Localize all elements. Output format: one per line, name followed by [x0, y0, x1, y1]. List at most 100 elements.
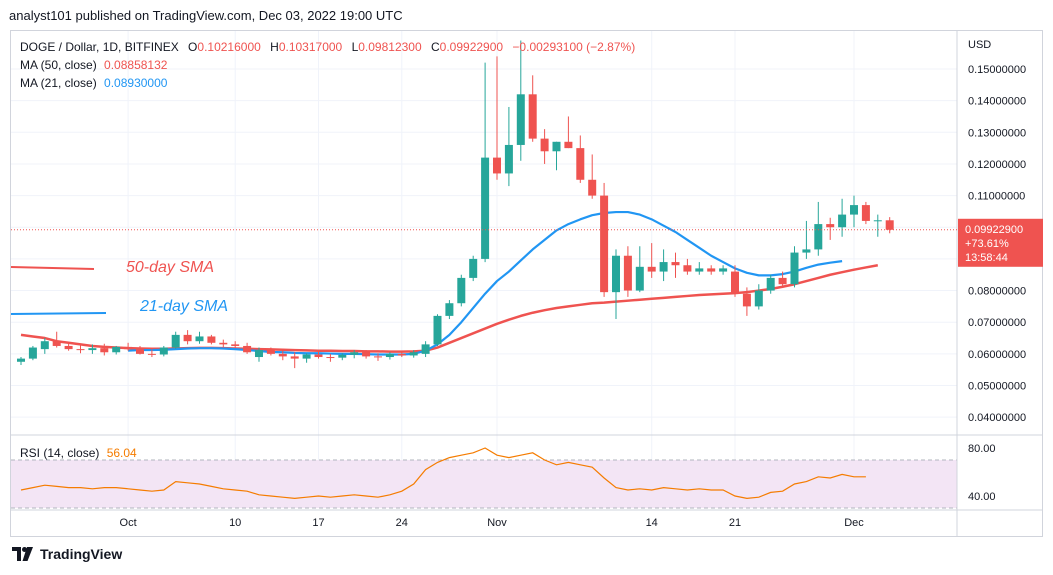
candle[interactable]: [659, 249, 668, 282]
candle[interactable]: [183, 330, 192, 345]
candle[interactable]: [350, 350, 359, 359]
candle-body: [814, 224, 823, 250]
candle[interactable]: [147, 349, 156, 358]
candle[interactable]: [528, 75, 537, 142]
candle[interactable]: [838, 198, 847, 237]
candle[interactable]: [850, 195, 858, 228]
candle[interactable]: [623, 246, 632, 297]
candle[interactable]: [540, 129, 549, 164]
candle[interactable]: [516, 40, 525, 161]
candle[interactable]: [445, 300, 454, 320]
candle[interactable]: [635, 246, 644, 293]
candle[interactable]: [814, 201, 823, 256]
candle-body: [112, 346, 121, 353]
open-value: 0.10216000: [197, 40, 261, 54]
candle[interactable]: [28, 345, 37, 361]
candle[interactable]: [861, 201, 870, 225]
candle[interactable]: [790, 246, 799, 288]
chart-frame[interactable]: [10, 30, 1043, 537]
candle[interactable]: [564, 116, 573, 149]
candle[interactable]: [433, 314, 442, 346]
candle[interactable]: [493, 56, 501, 180]
rsi-line[interactable]: [20, 447, 866, 500]
candle[interactable]: [326, 353, 335, 362]
symbol-label[interactable]: DOGE / Dollar, 1D, BITFINEX: [20, 40, 179, 54]
annotation-21-day-sma: 21-day SMA: [139, 298, 228, 315]
candle[interactable]: [421, 341, 430, 358]
candle[interactable]: [469, 255, 478, 282]
candle[interactable]: [397, 350, 406, 358]
candle[interactable]: [76, 345, 85, 354]
candle[interactable]: [385, 352, 394, 360]
candle[interactable]: [112, 345, 121, 355]
candle[interactable]: [207, 334, 216, 345]
candle[interactable]: [40, 338, 49, 354]
candle[interactable]: [778, 271, 787, 288]
candle[interactable]: [754, 284, 763, 310]
candle[interactable]: [52, 331, 61, 348]
candle[interactable]: [100, 343, 109, 356]
candle-body: [171, 334, 180, 348]
candle[interactable]: [766, 274, 775, 294]
candle[interactable]: [219, 339, 228, 348]
candle[interactable]: [457, 274, 466, 307]
candle[interactable]: [588, 154, 597, 199]
candle[interactable]: [314, 350, 323, 359]
candle[interactable]: [266, 347, 275, 356]
candle[interactable]: [231, 341, 240, 349]
candle[interactable]: [124, 342, 133, 351]
candle[interactable]: [707, 265, 716, 275]
candle[interactable]: [552, 141, 561, 171]
candle[interactable]: [504, 106, 513, 187]
candle[interactable]: [731, 265, 739, 297]
candle-body: [659, 262, 668, 272]
high-label: H: [270, 40, 279, 54]
candle[interactable]: [136, 345, 144, 355]
rsi-legend[interactable]: RSI (14, close) 56.04: [20, 444, 137, 462]
candle[interactable]: [64, 342, 73, 351]
candle[interactable]: [873, 214, 882, 237]
ma50-legend[interactable]: MA (50, close) 0.08858132: [20, 56, 167, 74]
candle[interactable]: [17, 357, 25, 365]
candle[interactable]: [683, 258, 692, 275]
candle[interactable]: [302, 353, 311, 363]
candle[interactable]: [409, 350, 418, 358]
candle[interactable]: [576, 135, 585, 183]
candle[interactable]: [671, 252, 680, 278]
candle[interactable]: [612, 249, 620, 320]
candle[interactable]: [255, 347, 263, 362]
candle[interactable]: [374, 353, 382, 361]
candle[interactable]: [338, 353, 347, 361]
candle[interactable]: [719, 265, 728, 275]
candle-body: [742, 293, 751, 307]
candle[interactable]: [481, 62, 490, 263]
candle[interactable]: [290, 352, 299, 369]
candle[interactable]: [278, 350, 287, 361]
candle[interactable]: [695, 262, 704, 275]
tradingview-footer[interactable]: TradingView: [12, 546, 122, 562]
candle[interactable]: [647, 243, 656, 278]
candle[interactable]: [159, 345, 168, 357]
candle-body: [564, 141, 573, 149]
candle[interactable]: [742, 287, 751, 316]
candle-body: [338, 354, 347, 358]
y-tick-label: 0.08000000: [968, 286, 1026, 298]
y-tick-label: 0.06000000: [968, 349, 1026, 361]
candle[interactable]: [362, 350, 371, 359]
candle[interactable]: [826, 217, 835, 240]
candle[interactable]: [195, 331, 204, 344]
candle[interactable]: [600, 182, 609, 297]
y-tick-label: 0.13000000: [968, 127, 1026, 139]
candle[interactable]: [885, 217, 894, 234]
currency-label: USD: [968, 39, 991, 51]
candle[interactable]: [171, 331, 180, 350]
rsi-tick-label: 40.00: [968, 491, 996, 503]
candle[interactable]: [243, 342, 252, 354]
ma21-legend[interactable]: MA (21, close) 0.08930000: [20, 74, 167, 92]
y-tick-label: 0.12000000: [968, 159, 1026, 171]
ma50-label: MA (50, close): [20, 58, 97, 72]
candle-body: [481, 157, 490, 259]
candle[interactable]: [802, 220, 811, 259]
candle[interactable]: [88, 344, 97, 354]
